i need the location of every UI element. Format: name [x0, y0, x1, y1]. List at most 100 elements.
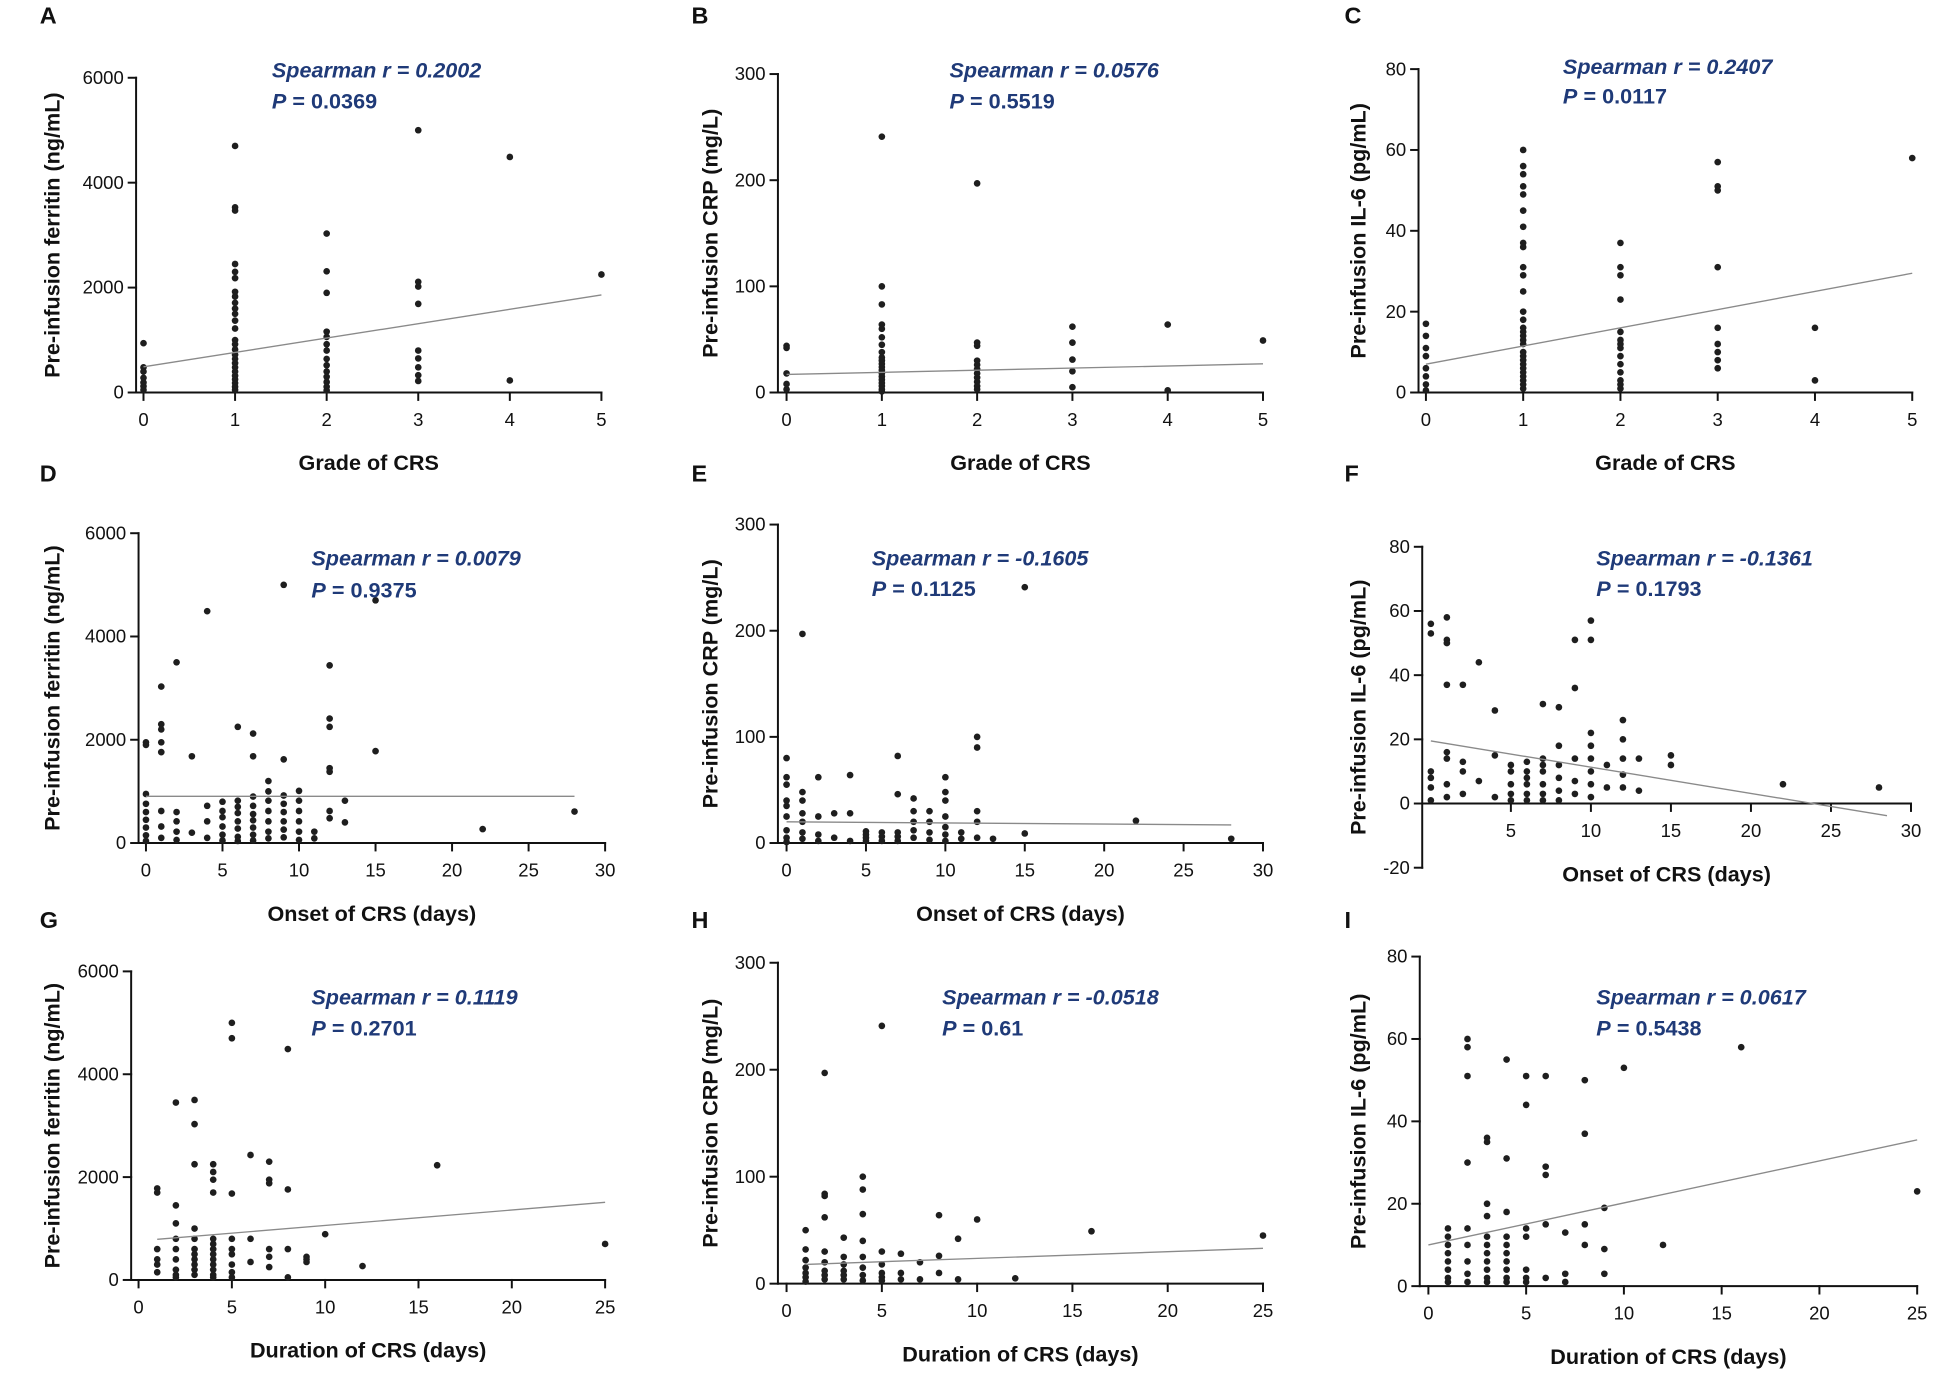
data-point	[1561, 1270, 1569, 1278]
y-tick-label: 0	[116, 832, 126, 853]
y-tick-label: 0	[755, 382, 765, 403]
x-tick-label: 10	[967, 1300, 988, 1321]
data-point	[1619, 736, 1627, 743]
x-tick-label: 2	[322, 409, 332, 430]
data-point	[1507, 780, 1515, 788]
y-tick-label: 4000	[83, 172, 124, 193]
data-point	[219, 837, 226, 844]
data-point	[172, 1256, 180, 1263]
panel-letter: B	[692, 2, 709, 28]
data-point	[942, 831, 949, 838]
data-point	[249, 802, 257, 810]
data-point	[1444, 1266, 1452, 1273]
data-point	[219, 807, 226, 815]
x-tick-label: 25	[595, 1296, 616, 1317]
data-point	[973, 834, 981, 842]
data-point	[203, 818, 211, 825]
y-tick-label: 20	[1387, 1193, 1408, 1214]
data-point	[219, 798, 226, 806]
y-axis-label: Pre-infusion ferritin (ng/mL)	[40, 545, 65, 831]
data-point	[142, 808, 150, 816]
x-axis-label: Duration of CRS (days)	[250, 1338, 486, 1363]
y-tick-label: 20	[1386, 301, 1407, 322]
data-point	[910, 807, 917, 815]
data-point	[1483, 1241, 1491, 1249]
data-point	[1422, 332, 1430, 340]
panel-g: 0 2000 4000 6000 0 5 10 15 20 25 G Duration of CRS …	[40, 907, 616, 1363]
data-point	[1617, 296, 1624, 303]
x-tick-label: 20	[1809, 1302, 1830, 1323]
x-tick-label: 0	[781, 859, 791, 880]
x-tick-label: 2	[1615, 409, 1625, 430]
y-tick-label: 0	[113, 382, 123, 403]
data-point	[209, 1189, 217, 1196]
data-point	[1503, 1266, 1510, 1273]
data-point	[231, 317, 239, 324]
data-point	[1571, 755, 1579, 762]
data-point	[295, 818, 303, 825]
data-point	[878, 348, 886, 356]
data-point	[303, 1258, 310, 1266]
data-point	[1811, 377, 1819, 384]
data-point	[1635, 755, 1643, 762]
data-point	[1571, 684, 1579, 692]
data-point	[1659, 1241, 1667, 1249]
x-tick-label: 2	[972, 409, 982, 430]
data-point	[414, 126, 422, 134]
data-point	[1519, 183, 1527, 190]
data-point	[231, 274, 239, 282]
data-point	[191, 1120, 198, 1128]
data-point	[157, 823, 165, 830]
data-point	[935, 1211, 943, 1219]
data-point	[859, 1210, 867, 1218]
data-point	[942, 823, 949, 831]
data-point	[942, 837, 949, 845]
data-point	[862, 837, 870, 845]
data-point	[1587, 793, 1595, 801]
fit-line	[805, 1247, 1264, 1266]
y-tick-label: 6000	[78, 961, 119, 982]
data-point	[1483, 1278, 1491, 1286]
data-point	[1519, 146, 1527, 154]
data-point	[1507, 761, 1515, 769]
data-point	[926, 829, 933, 836]
x-tick-label: 1	[877, 409, 887, 430]
x-axis-label: Onset of CRS (days)	[916, 901, 1125, 926]
data-point	[1617, 344, 1624, 352]
fit-line	[1430, 740, 1888, 817]
data-point	[1132, 817, 1140, 825]
data-point	[1427, 620, 1435, 628]
data-point	[783, 802, 790, 810]
x-axis-label: Grade of CRS	[1595, 450, 1735, 475]
x-axis-label: Grade of CRS	[299, 450, 439, 475]
y-tick-label: 100	[735, 1166, 766, 1187]
data-point	[372, 747, 379, 755]
data-point	[1555, 796, 1563, 804]
data-point	[479, 825, 487, 833]
data-point	[910, 818, 917, 826]
data-point	[1737, 1043, 1745, 1051]
y-tick-label: 0	[755, 1273, 765, 1294]
data-point	[1164, 387, 1172, 394]
data-point	[957, 835, 965, 843]
data-point	[1617, 385, 1624, 392]
data-point	[942, 773, 949, 781]
y-tick-label: 2000	[83, 277, 124, 298]
x-tick-label: 20	[502, 1296, 523, 1317]
p-value-annotation: P = 0.9375	[311, 577, 416, 602]
data-point	[1422, 344, 1430, 352]
data-point	[295, 787, 303, 795]
data-point	[157, 720, 165, 728]
panel-letter: F	[1344, 460, 1358, 486]
y-tick-label: 0	[1400, 793, 1410, 814]
y-tick-label: 300	[735, 63, 766, 84]
data-point	[1422, 373, 1430, 380]
p-value: = 0.2701	[332, 1016, 417, 1041]
x-axis-label: Onset of CRS (days)	[267, 901, 476, 926]
data-point	[830, 834, 838, 842]
data-point	[802, 1278, 809, 1285]
x-tick-label: 3	[413, 409, 423, 430]
data-point	[1464, 1225, 1471, 1232]
data-point	[973, 385, 981, 393]
data-point	[1587, 617, 1595, 624]
